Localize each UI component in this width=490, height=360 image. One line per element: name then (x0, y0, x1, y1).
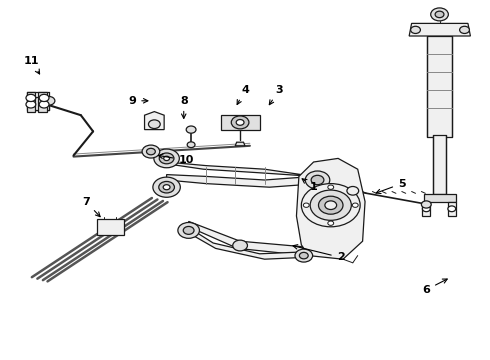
Polygon shape (32, 97, 49, 110)
Bar (427, 36, 452, 137)
Polygon shape (189, 228, 304, 259)
Polygon shape (167, 175, 318, 187)
Text: 10: 10 (158, 154, 194, 165)
Circle shape (186, 126, 196, 133)
Polygon shape (422, 202, 430, 216)
Circle shape (163, 185, 170, 190)
Circle shape (448, 206, 456, 212)
Polygon shape (296, 158, 365, 259)
Circle shape (352, 203, 358, 207)
Text: 7: 7 (82, 197, 100, 217)
Circle shape (39, 101, 49, 108)
Circle shape (154, 149, 179, 168)
Circle shape (164, 156, 170, 161)
Circle shape (435, 11, 444, 18)
Circle shape (159, 181, 174, 193)
Polygon shape (409, 23, 470, 36)
Circle shape (26, 94, 36, 102)
Circle shape (305, 171, 330, 189)
Circle shape (421, 201, 431, 208)
Polygon shape (145, 112, 164, 130)
Text: 4: 4 (237, 85, 249, 104)
Polygon shape (235, 142, 245, 146)
Circle shape (142, 145, 160, 158)
Circle shape (159, 153, 174, 164)
Bar (433, 135, 446, 194)
Circle shape (318, 196, 343, 214)
Polygon shape (38, 92, 47, 112)
Text: 2: 2 (293, 245, 344, 262)
Text: 11: 11 (24, 56, 40, 74)
Text: 9: 9 (128, 96, 148, 106)
Circle shape (153, 177, 180, 197)
Circle shape (328, 221, 334, 225)
Circle shape (347, 186, 359, 195)
Circle shape (26, 101, 36, 108)
Circle shape (301, 184, 360, 227)
Circle shape (187, 142, 195, 148)
Circle shape (431, 8, 448, 21)
Circle shape (422, 206, 430, 212)
Text: 5: 5 (376, 179, 406, 194)
Circle shape (236, 120, 244, 125)
Polygon shape (97, 219, 123, 235)
Polygon shape (167, 162, 318, 184)
Circle shape (39, 94, 49, 102)
Circle shape (43, 96, 55, 105)
Text: 6: 6 (422, 279, 447, 295)
Text: 1: 1 (302, 179, 318, 192)
Polygon shape (448, 202, 456, 216)
Polygon shape (424, 194, 456, 202)
Text: 3: 3 (270, 85, 283, 105)
Circle shape (303, 203, 309, 207)
Circle shape (147, 148, 155, 155)
Circle shape (178, 222, 199, 238)
Circle shape (411, 26, 420, 33)
Circle shape (295, 249, 313, 262)
Polygon shape (189, 221, 306, 254)
Circle shape (460, 26, 469, 33)
Circle shape (328, 185, 334, 189)
Circle shape (148, 120, 160, 129)
Polygon shape (220, 115, 260, 130)
Circle shape (325, 201, 337, 210)
Circle shape (233, 240, 247, 251)
Circle shape (183, 226, 194, 234)
Circle shape (311, 175, 324, 185)
Text: 8: 8 (180, 96, 188, 118)
Circle shape (299, 252, 308, 259)
Polygon shape (27, 92, 35, 112)
Circle shape (231, 116, 249, 129)
Circle shape (310, 190, 351, 220)
